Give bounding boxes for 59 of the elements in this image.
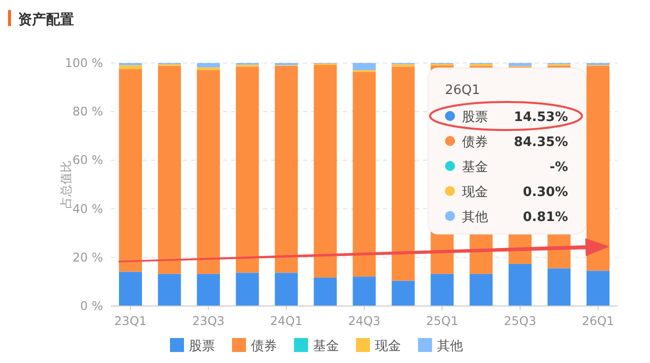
x-tick-label: 26Q1 — [582, 314, 614, 328]
bar — [392, 280, 415, 306]
x-tick-label: 23Q3 — [192, 314, 225, 328]
x-tick-label: 25Q3 — [504, 314, 536, 328]
bar — [352, 72, 376, 277]
bar — [430, 274, 454, 306]
bar — [470, 274, 493, 306]
bar — [352, 63, 376, 70]
y-tick-label: 0 % — [80, 299, 103, 313]
text: 基金 — [313, 339, 339, 354]
legend-label: 债券 — [462, 135, 488, 150]
bar — [274, 66, 298, 273]
y-tick-label: 40 % — [72, 202, 103, 216]
annotation: 26Q1 — [445, 83, 480, 98]
chart-title: 资产配置 — [18, 11, 74, 28]
bar — [158, 66, 181, 274]
x-tick-label: 25Q1 — [426, 314, 458, 328]
bar — [118, 65, 142, 70]
bar — [196, 70, 220, 274]
bar — [196, 63, 220, 68]
legend-label: 现金 — [462, 185, 488, 200]
y-tick-label: 80 % — [72, 104, 103, 119]
y-axis-title: 占总值比 — [59, 160, 73, 208]
legend-label: 基金 — [462, 160, 488, 175]
x-tick-label: 24Q1 — [270, 314, 303, 328]
bar — [508, 63, 532, 66]
x-tick-label: 24Q3 — [348, 314, 380, 328]
bar — [586, 270, 610, 306]
bar — [548, 268, 571, 306]
bar — [392, 66, 415, 281]
bar — [118, 272, 142, 306]
annotation: -% — [550, 160, 568, 175]
bar — [196, 274, 220, 306]
bar — [118, 69, 142, 272]
bar — [196, 67, 220, 70]
text: 其他 — [437, 339, 463, 354]
bar — [314, 64, 337, 278]
legend-label: 股票 — [189, 339, 215, 354]
bar — [352, 276, 376, 306]
bar — [236, 66, 259, 273]
text: 股票 — [462, 110, 488, 125]
bar — [586, 66, 610, 271]
bar — [508, 264, 532, 306]
text: 现金 — [375, 339, 401, 354]
bar — [314, 278, 337, 306]
y-tick-label: 20 % — [72, 250, 103, 264]
bar — [158, 274, 181, 306]
bar — [392, 64, 415, 67]
x-tick-label: 23Q1 — [114, 314, 147, 328]
y-tick-label: 100 % — [64, 56, 103, 70]
text: 债券 — [251, 339, 277, 354]
y-tick-label: 60 % — [72, 153, 103, 168]
bar — [274, 272, 298, 306]
annotation: 84.35% — [514, 135, 568, 150]
annotation: 0.81% — [522, 210, 568, 225]
legend-label: 其他 — [462, 210, 488, 225]
annotation: 14.53% — [514, 110, 568, 125]
annotation: 0.30% — [522, 185, 568, 200]
bar — [236, 272, 259, 306]
